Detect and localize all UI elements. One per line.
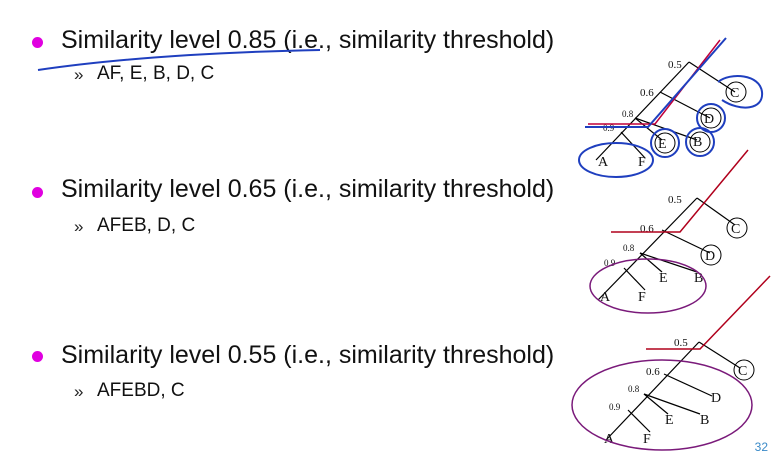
- leaf-label-a: A: [598, 155, 609, 170]
- leaf-label-f: F: [643, 432, 651, 447]
- sub-bullet-marker-1: »: [74, 65, 84, 84]
- leaf-label-d: D: [704, 112, 714, 127]
- leaf-label-c: C: [738, 364, 747, 379]
- leaf-label-e: E: [659, 271, 668, 286]
- cluster-result-2: AFEB, D, C: [97, 215, 196, 236]
- leaf-label-e: E: [665, 413, 674, 428]
- sub-bullet-marker-3: »: [74, 382, 84, 401]
- dendrogram-1: 0.5 0.6 0.8 0.9 A F E B D C: [578, 37, 764, 178]
- level-label-0.9: 0.9: [604, 258, 616, 268]
- bullet-dot-1: [32, 37, 43, 48]
- level-label-0.9: 0.9: [609, 402, 621, 412]
- level-label-0.5: 0.5: [674, 337, 688, 349]
- dendrogram-3: 0.5 0.6 0.8 0.9 A F E B D C: [571, 275, 771, 451]
- leaf-label-b: B: [694, 271, 703, 286]
- level-label-0.6: 0.6: [640, 87, 654, 99]
- cluster-result-3: AFEBD, C: [97, 380, 185, 401]
- page-number: 32: [754, 440, 768, 454]
- level-label-0.8: 0.8: [622, 109, 634, 119]
- leaf-label-f: F: [638, 155, 646, 170]
- level-label-0.8: 0.8: [628, 384, 640, 394]
- leaf-label-a: A: [600, 290, 611, 305]
- leaf-label-d: D: [711, 391, 721, 406]
- leaf-label-b: B: [693, 135, 702, 150]
- level-label-0.8: 0.8: [623, 243, 635, 253]
- level-label-0.5: 0.5: [668, 59, 682, 71]
- leaf-label-f: F: [638, 290, 646, 305]
- level-label-0.6: 0.6: [646, 366, 660, 378]
- dendrogram-2: 0.5 0.6 0.8 0.9 A F E B D C: [589, 149, 749, 314]
- leaf-label-b: B: [700, 413, 709, 428]
- handwritten-underline: [37, 49, 321, 71]
- level-label-0.6: 0.6: [640, 223, 654, 235]
- similarity-heading-3: Similarity level 0.55 (i.e., similarity …: [61, 341, 555, 369]
- leaf-label-e: E: [658, 137, 667, 152]
- leaf-label-d: D: [705, 249, 715, 264]
- sub-bullet-marker-2: »: [74, 217, 84, 236]
- level-label-0.5: 0.5: [668, 194, 682, 206]
- leaf-label-c: C: [731, 222, 740, 237]
- bullet-dot-3: [32, 351, 43, 362]
- leaf-label-c: C: [730, 86, 739, 101]
- bullet-dot-2: [32, 187, 43, 198]
- similarity-heading-2: Similarity level 0.65 (i.e., similarity …: [61, 175, 555, 203]
- leaf-label-a: A: [604, 432, 615, 447]
- cluster-result-1: AF, E, B, D, C: [97, 63, 215, 84]
